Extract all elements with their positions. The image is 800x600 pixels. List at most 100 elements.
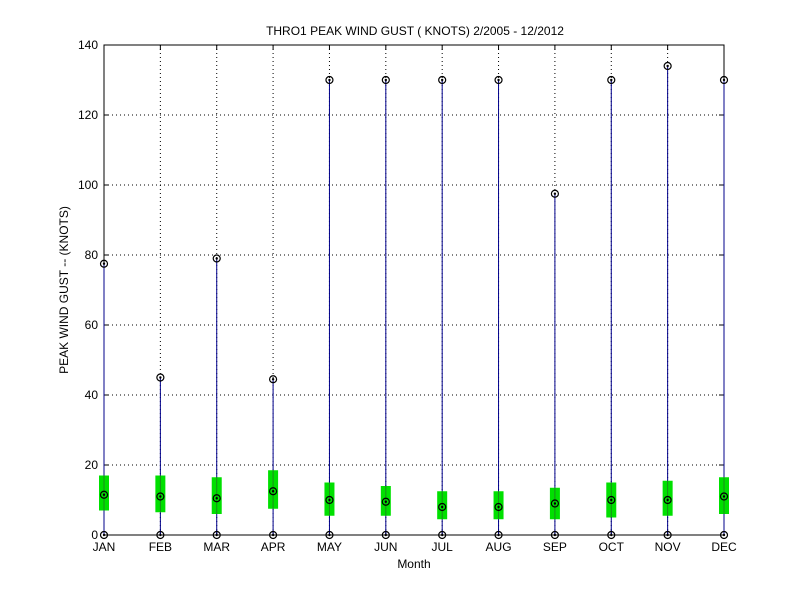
max-marker-dot — [722, 78, 726, 82]
x-tick-label: JUN — [374, 540, 397, 554]
min-marker — [156, 530, 165, 540]
median-marker — [99, 490, 109, 499]
min-marker-dot — [384, 533, 388, 537]
median-marker — [381, 497, 390, 506]
y-tick-label: 0 — [91, 528, 98, 542]
median-marker — [268, 487, 278, 496]
median-marker — [438, 502, 447, 512]
max-marker-dot — [610, 78, 613, 82]
x-tick-label: DEC — [711, 540, 737, 554]
max-marker — [268, 375, 278, 384]
x-tick-label: AUG — [486, 540, 512, 554]
max-marker-dot — [553, 192, 557, 195]
median-marker-dot — [159, 495, 162, 498]
y-tick-label: 60 — [85, 318, 99, 332]
median-marker — [663, 495, 672, 505]
max-marker — [719, 75, 729, 85]
max-marker — [663, 61, 672, 71]
x-tick-label: MAY — [317, 540, 342, 554]
min-marker-dot — [215, 533, 218, 537]
x-tick-label: APR — [261, 540, 286, 554]
min-marker-dot — [497, 533, 500, 537]
min-marker-dot — [159, 533, 162, 537]
max-marker-dot — [102, 262, 106, 265]
median-marker — [156, 492, 165, 501]
box-series — [99, 61, 729, 540]
max-marker — [494, 75, 503, 85]
median-marker-dot — [666, 498, 669, 502]
median-marker — [325, 495, 334, 505]
median-marker — [212, 494, 221, 503]
y-tick-label: 20 — [85, 458, 99, 472]
min-marker — [438, 530, 447, 540]
x-tick-label: NOV — [655, 540, 681, 554]
median-marker-dot — [215, 497, 218, 500]
median-marker-dot — [384, 500, 388, 503]
y-axis-label: PEAK WIND GUST -- (KNOTS) — [57, 206, 71, 374]
median-marker — [550, 499, 560, 508]
min-marker-dot — [328, 533, 331, 537]
min-marker-dot — [440, 533, 444, 537]
x-tick-label: SEP — [543, 540, 567, 554]
min-marker — [719, 530, 729, 540]
x-tick-label: MAR — [203, 540, 230, 554]
max-marker — [325, 75, 334, 85]
max-marker — [99, 259, 109, 268]
min-marker — [381, 530, 390, 540]
median-marker-dot — [440, 505, 444, 509]
median-marker — [607, 495, 616, 505]
max-marker — [550, 189, 560, 198]
median-marker-dot — [102, 493, 106, 496]
min-marker — [99, 530, 109, 540]
y-tick-label: 80 — [85, 248, 99, 262]
max-marker-dot — [666, 64, 669, 68]
y-axis-ticks: 0 20 40 60 80 100 120 140 — [78, 38, 724, 542]
min-marker-dot — [102, 533, 106, 537]
y-tick-label: 100 — [78, 178, 98, 192]
median-marker-dot — [271, 490, 275, 493]
max-marker — [607, 75, 616, 85]
median-marker-dot — [497, 505, 500, 509]
max-marker-dot — [497, 78, 500, 82]
min-marker — [212, 530, 221, 540]
y-tick-label: 120 — [78, 108, 98, 122]
min-marker — [268, 530, 278, 540]
min-marker — [607, 530, 616, 540]
min-marker-dot — [610, 533, 613, 537]
median-marker-dot — [722, 495, 726, 498]
max-marker-dot — [384, 78, 388, 82]
min-marker-dot — [722, 533, 726, 537]
max-marker-dot — [215, 257, 218, 260]
x-axis-label: Month — [397, 557, 430, 571]
median-marker-dot — [610, 498, 613, 502]
x-axis-ticks: JAN FEB MAR APR MAY JUN JUL AUG SEP OCT NOV DEC — [93, 45, 737, 554]
max-marker — [381, 75, 390, 85]
min-marker — [663, 530, 672, 540]
max-marker-dot — [159, 376, 162, 379]
max-marker — [438, 75, 447, 85]
x-tick-label: FEB — [149, 540, 172, 554]
median-marker — [719, 492, 729, 501]
x-tick-label: JAN — [93, 540, 116, 554]
min-marker — [325, 530, 334, 540]
max-marker-dot — [271, 378, 275, 381]
max-marker — [212, 254, 221, 263]
x-tick-label: JUL — [432, 540, 454, 554]
max-marker-dot — [328, 78, 331, 82]
min-marker-dot — [666, 533, 669, 537]
chart-title: THRO1 PEAK WIND GUST ( KNOTS) 2/2005 - 1… — [266, 24, 564, 38]
min-marker — [550, 530, 560, 540]
min-marker-dot — [553, 533, 557, 537]
median-marker-dot — [553, 502, 557, 505]
median-marker-dot — [328, 498, 331, 502]
min-marker-dot — [271, 533, 275, 537]
max-marker-dot — [440, 78, 444, 82]
y-tick-label: 140 — [78, 38, 98, 52]
median-marker — [494, 502, 503, 512]
max-marker — [156, 373, 165, 382]
min-marker — [494, 530, 503, 540]
x-tick-label: OCT — [599, 540, 625, 554]
y-tick-label: 40 — [85, 388, 99, 402]
